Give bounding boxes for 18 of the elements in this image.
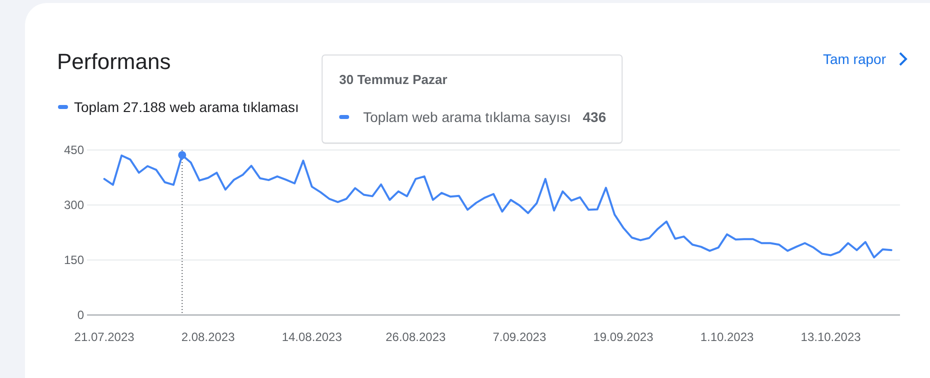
text: 436	[582, 109, 606, 125]
text: 30 Temmuz Pazar	[339, 72, 448, 87]
x-tick-label: 7.09.2023	[492, 330, 546, 344]
x-tick-label: 1.10.2023	[700, 330, 754, 344]
x-tick-label: 26.08.2023	[386, 330, 446, 344]
x-tick-label: 2.08.2023	[181, 330, 236, 344]
chart-title: Performans	[57, 49, 171, 74]
y-tick-label: 150	[64, 253, 84, 267]
x-tick-label: 21.07.2023	[74, 330, 135, 344]
legend-label: Toplam 27.188 web arama tıklaması	[74, 99, 299, 115]
x-tick-label: 13.10.2023	[800, 330, 862, 344]
x-tick-label: 19.09.2023	[593, 330, 654, 344]
y-tick-label: 300	[64, 198, 84, 212]
x-tick-label: 14.08.2023	[282, 330, 342, 344]
y-tick-label: 0	[77, 308, 84, 322]
text: Tam rapor	[822, 51, 886, 67]
text: Toplam web arama tıklama sayısı	[363, 109, 571, 125]
y-tick-label: 450	[64, 143, 84, 157]
